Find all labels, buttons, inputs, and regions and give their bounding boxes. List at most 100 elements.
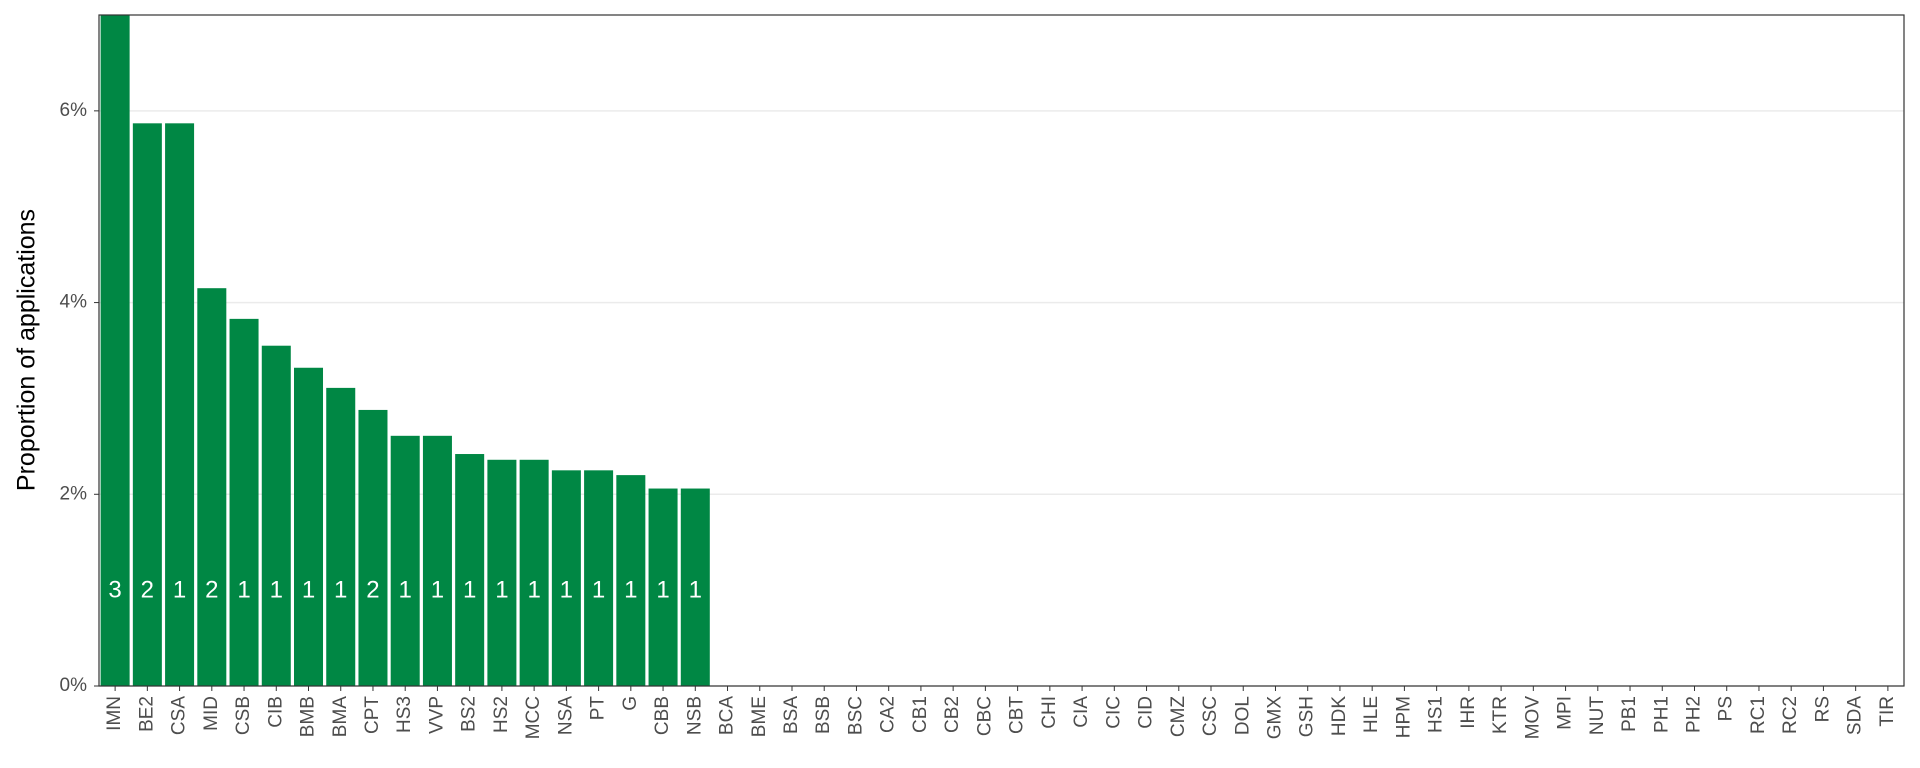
x-tick-label: BCA (717, 696, 738, 735)
bar-label: 1 (334, 576, 347, 603)
x-tick-label: NSA (555, 696, 576, 735)
x-tick-label: HDK (1329, 696, 1350, 736)
bar (648, 488, 678, 686)
x-tick-label: DOL (1232, 696, 1253, 735)
x-tick-label: MPI (1555, 696, 1576, 730)
bar-label: 3 (108, 576, 121, 603)
x-tick-label: IHR (1458, 696, 1479, 729)
x-tick-label: CB1 (910, 696, 931, 733)
x-tick-label: PH1 (1651, 696, 1672, 733)
bar (584, 470, 614, 686)
bar-label: 1 (689, 576, 702, 603)
x-tick-label: BME (749, 696, 770, 737)
bar-label: 1 (560, 576, 573, 603)
bar (197, 288, 227, 686)
bar-label: 1 (463, 576, 476, 603)
x-tick-label: CBT (1007, 696, 1028, 734)
x-tick-label: PT (588, 696, 609, 721)
x-tick-label: KTR (1490, 696, 1511, 734)
plot-border (98, 14, 1905, 687)
bar-label: 2 (205, 576, 218, 603)
bar (616, 475, 646, 686)
bar-label: 2 (366, 576, 379, 603)
x-tick-label: GMX (1264, 696, 1285, 740)
x-tick-label: CSC (1200, 696, 1221, 736)
x-tick-label: VVP (426, 696, 447, 734)
x-tick-label: SDA (1845, 696, 1866, 735)
bar-label: 1 (302, 576, 315, 603)
x-tick-label: CSB (233, 696, 254, 735)
bar-label: 1 (656, 576, 669, 603)
bar (680, 488, 710, 686)
x-tick-label: CID (1136, 696, 1157, 729)
bar-label: 1 (495, 576, 508, 603)
x-tick-label: PH2 (1684, 696, 1705, 733)
x-tick-label: CIA (1071, 696, 1092, 728)
bar (487, 459, 517, 686)
x-tick-label: BE2 (136, 696, 157, 732)
bar-label: 1 (237, 576, 250, 603)
bar (519, 459, 549, 686)
x-tick-label: TIR (1877, 696, 1898, 727)
bar (165, 123, 195, 686)
bar-label: 1 (173, 576, 186, 603)
x-tick-label: RC2 (1780, 696, 1801, 734)
x-tick-label: CBB (652, 696, 673, 735)
x-tick-label: NSB (684, 696, 705, 735)
x-tick-label: PS (1716, 696, 1737, 721)
y-tick-label: 0% (60, 675, 88, 696)
bar (261, 345, 291, 686)
x-tick-label: BSC (845, 696, 866, 735)
x-tick-label: NUT (1587, 696, 1608, 735)
bar-label: 1 (527, 576, 540, 603)
bar (294, 367, 324, 686)
x-tick-label: CIB (265, 696, 286, 728)
y-tick-label: 4% (60, 292, 88, 313)
bar-label: 1 (431, 576, 444, 603)
x-tick-label: RS (1812, 696, 1833, 722)
x-tick-label: MCC (523, 696, 544, 739)
x-tick-label: CMZ (1168, 696, 1189, 738)
y-tick-label: 6% (60, 100, 88, 121)
bar (422, 435, 452, 686)
x-tick-label: CHI (1039, 696, 1060, 729)
x-tick-label: CA2 (878, 696, 899, 733)
x-tick-label: HS1 (1426, 696, 1447, 733)
y-tick-label: 2% (60, 483, 88, 504)
x-tick-label: HPM (1393, 696, 1414, 738)
bar-label: 2 (141, 576, 154, 603)
bar-label: 1 (270, 576, 283, 603)
x-tick-label: BS2 (459, 696, 480, 732)
x-tick-label: BSB (813, 696, 834, 734)
bar (100, 15, 130, 686)
x-tick-label: CIC (1103, 696, 1124, 729)
x-tick-label: BMB (298, 696, 319, 737)
x-tick-label: HS3 (394, 696, 415, 733)
bar-label: 1 (624, 576, 637, 603)
x-tick-label: CB2 (942, 696, 963, 733)
bar (132, 123, 162, 686)
bar (229, 318, 259, 686)
x-tick-label: CSA (169, 696, 190, 735)
x-tick-label: MID (201, 696, 222, 731)
x-tick-label: G (620, 696, 641, 711)
x-tick-label: PB1 (1619, 696, 1640, 732)
y-axis-title: Proportion of applications (13, 209, 41, 491)
x-tick-label: HLE (1361, 696, 1382, 733)
bar (358, 409, 388, 686)
bar-label: 1 (592, 576, 605, 603)
x-tick-label: HS2 (491, 696, 512, 733)
x-tick-label: CBC (974, 696, 995, 736)
bar (390, 435, 420, 686)
x-tick-label: IMN (104, 696, 125, 731)
bar-label: 1 (399, 576, 412, 603)
x-tick-label: MOV (1522, 696, 1543, 740)
bar (455, 454, 485, 686)
x-tick-label: GSH (1297, 696, 1318, 737)
x-tick-label: BSA (781, 696, 802, 734)
x-tick-label: RC1 (1748, 696, 1769, 734)
bar (326, 387, 356, 686)
x-tick-label: BMA (330, 696, 351, 738)
x-tick-label: CPT (362, 696, 383, 734)
